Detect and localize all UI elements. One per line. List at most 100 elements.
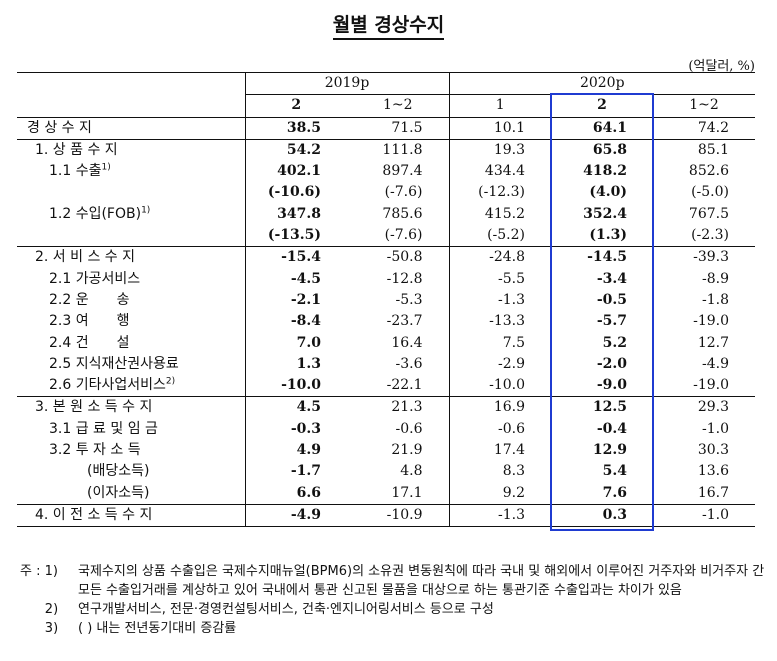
- table-cell: -8.9: [702, 270, 729, 287]
- row-label-text: (배당소득): [87, 463, 150, 480]
- footnote-2: 2) 연구개발서비스, 전문·경영컨설팅서비스, 건축·엔지니어링서비스 등으로…: [20, 600, 765, 619]
- table-row: 3.1 급 료 및 임 금 -0.3 -0.6 -0.6 -0.4 -1.0: [17, 418, 755, 441]
- table-cell: (4.0): [589, 184, 627, 201]
- row-label-text: 4. 이 전 소 득 수 지: [35, 506, 153, 523]
- table-cell: -22.1: [347, 375, 450, 397]
- table-row: 1.1 수출1) 402.1 897.4 434.4 418.2 852.6: [17, 161, 755, 183]
- row-label: (배당소득): [17, 461, 246, 483]
- row-label: 2.2 운 송: [17, 289, 246, 312]
- table-cell: -5.5: [498, 270, 525, 287]
- table-cell: 111.8: [347, 138, 450, 162]
- table-row: (-10.6) (-7.6) (-12.3) (4.0) (-5.0): [17, 182, 755, 204]
- table-cell: -15.4: [245, 246, 347, 269]
- table-cell: (-13.5): [267, 227, 321, 244]
- table-cell: 418.2: [583, 163, 627, 180]
- table-cell: 30.3: [697, 442, 729, 459]
- row-label-text: 2.5 지식재산권사용료: [49, 355, 179, 372]
- table-cell: -9.0: [596, 377, 627, 394]
- row-label-text: 2.3 여 행: [49, 313, 130, 330]
- table-row: (-13.5) (-7.6) (-5.2) (1.3) (-2.3): [17, 225, 755, 247]
- table-cell: -3.4: [596, 270, 627, 287]
- table-cell: (1.3): [589, 227, 627, 244]
- table-cell: 852.6: [688, 163, 729, 180]
- row-label: 1.1 수출1): [17, 161, 246, 183]
- row-label: 3. 본 원 소 득 수 지: [17, 396, 246, 419]
- row-label-text: 1.2 수입(FOB): [49, 205, 142, 222]
- current-account-table: 2019p 2020p 2 1~2 1 2 1~2 경 상 수 지 38.5 71.…: [17, 71, 755, 528]
- header-year-2020: 2020p: [449, 71, 755, 96]
- table-cell: 10.1: [493, 119, 525, 136]
- table-cell: 19.3: [449, 138, 551, 162]
- table-cell: (-2.3): [691, 227, 729, 244]
- table-cell: 347.8: [277, 205, 321, 222]
- table-cell: -24.8: [449, 246, 551, 269]
- row-label: (이자소득): [17, 482, 246, 505]
- header-year-2019: 2019p: [245, 71, 450, 96]
- footnote-text: 국제수지의 상품 수출입은 국제수지매뉴얼(BPM6)의 소유권 변동원칙에 따…: [78, 564, 765, 598]
- table-row: 4. 이 전 소 득 수 지 -4.9 -10.9 -1.3 0.3 -1.0: [17, 503, 755, 528]
- table-cell: 85.1: [653, 138, 755, 162]
- header-col-2020-feb: 2: [551, 94, 653, 118]
- table-cell: -0.5: [596, 291, 627, 308]
- table-cell: -10.0: [489, 377, 525, 394]
- table-cell: -0.6: [347, 418, 450, 441]
- table-cell: 7.6: [602, 484, 627, 501]
- table-cell: 897.4: [347, 161, 450, 183]
- table-cell: -2.0: [596, 355, 627, 372]
- table-cell: -4.9: [702, 355, 729, 372]
- table-cell: (-7.6): [347, 182, 450, 204]
- table-cell: 16.9: [449, 396, 551, 419]
- table-cell: 13.6: [697, 463, 729, 480]
- table-cell: 7.0: [296, 334, 321, 351]
- table-row: 3.2 투 자 소 득 4.9 21.9 17.4 12.9 30.3: [17, 440, 755, 462]
- table-row: 경 상 수 지 38.5 71.5 10.1 64.1 74.2: [17, 117, 755, 140]
- table-cell: -0.3: [290, 420, 321, 437]
- table-cell: -13.3: [489, 313, 525, 330]
- table-cell: -10.0: [281, 377, 321, 394]
- table-cell: (-12.3): [478, 184, 525, 201]
- row-label: 경 상 수 지: [17, 117, 246, 140]
- table-row: 1. 상 품 수 지 54.2 111.8 19.3 65.8 85.1: [17, 138, 755, 162]
- row-label-text: 3.2 투 자 소 득: [49, 442, 141, 459]
- header-col-2019-feb: 2: [245, 94, 347, 118]
- table-cell: -2.1: [290, 291, 321, 308]
- table-cell: 12.9: [592, 442, 627, 459]
- table-cell: 29.3: [653, 396, 755, 419]
- row-label: 2.6 기타사업서비스2): [17, 375, 246, 397]
- table-cell: 38.5: [286, 119, 321, 136]
- table-cell: (-5.2): [487, 227, 525, 244]
- header-blank: [17, 72, 246, 118]
- unit-label: (억달러, %): [688, 59, 755, 74]
- table-cell: 352.4: [583, 205, 627, 222]
- table-cell: (-7.6): [347, 225, 450, 247]
- row-label: 1.2 수입(FOB)1): [17, 203, 246, 226]
- table-cell: -19.0: [693, 313, 729, 330]
- table-cell: -4.5: [290, 270, 321, 287]
- table-cell: -39.3: [653, 246, 755, 269]
- table-row: 2.5 지식재산권사용료 1.3 -3.6 -2.9 -2.0 -4.9: [17, 353, 755, 376]
- table-cell: 71.5: [347, 117, 450, 140]
- table-cell: 65.8: [551, 138, 653, 162]
- header-col-2020-janfeb: 1~2: [653, 94, 755, 118]
- footnote-prefix: 2): [20, 602, 59, 617]
- footnotes: 주 : 1) 국제수지의 상품 수출입은 국제수지매뉴얼(BPM6)의 소유권 …: [20, 562, 765, 638]
- table-cell: -3.6: [347, 353, 450, 376]
- row-label: 1. 상 품 수 지: [17, 138, 246, 162]
- row-label-text: 1. 상 품 수 지: [35, 141, 118, 158]
- row-label: 3.1 급 료 및 임 금: [17, 418, 246, 441]
- row-label: 2.4 건 설: [17, 332, 246, 354]
- footnote-text: 연구개발서비스, 전문·경영컨설팅서비스, 건축·엔지니어링서비스 등으로 구성: [78, 602, 494, 617]
- row-label-text: 2.4 건 설: [49, 334, 130, 351]
- footnote-prefix: 주 : 1): [20, 564, 58, 579]
- table-cell: 12.5: [551, 396, 653, 419]
- table-cell: 8.3: [502, 463, 525, 480]
- table-cell: 1.3: [296, 355, 321, 372]
- row-label: 2.1 가공서비스: [17, 268, 246, 290]
- table-cell: (-5.0): [691, 184, 729, 201]
- footnote-3: 3) ( ) 내는 전년동기대비 증감률: [20, 619, 765, 638]
- table-cell: 0.3: [551, 503, 653, 528]
- table-row: 3. 본 원 소 득 수 지 4.5 21.3 16.9 12.5 29.3: [17, 396, 755, 419]
- footnote-prefix: 3): [20, 621, 59, 636]
- table-cell: 5.2: [602, 334, 627, 351]
- table-cell: -14.5: [551, 246, 653, 269]
